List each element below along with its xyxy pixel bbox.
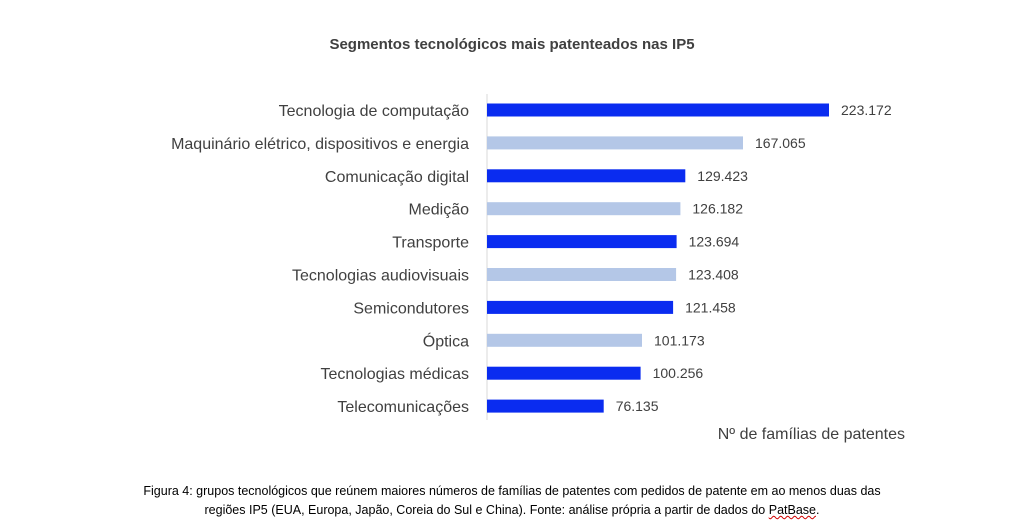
caption-period: . (816, 503, 820, 517)
value-label-8: 101.173 (654, 332, 705, 348)
value-label-10: 76.135 (616, 398, 659, 414)
bar-9 (487, 366, 641, 380)
category-label-8: Óptica (423, 331, 469, 350)
bar-3 (487, 169, 686, 183)
x-axis-title: Nº de famílias de patentes (718, 426, 905, 443)
bar-7 (487, 300, 674, 314)
caption-line-1: Figura 4: grupos tecnológicos que reúnem… (143, 484, 881, 498)
value-label-7: 121.458 (685, 299, 736, 315)
bar-2 (487, 136, 743, 150)
value-label-3: 129.423 (697, 168, 748, 184)
category-label-1: Tecnologia de computação (279, 103, 469, 120)
value-label-4: 126.182 (692, 201, 743, 217)
chart-title: Segmentos tecnológicos mais patenteados … (329, 36, 695, 53)
value-label-2: 167.065 (755, 135, 806, 151)
value-label-9: 100.256 (653, 365, 704, 381)
caption-line-2-text: regiões IP5 (EUA, Europa, Japão, Coreia … (204, 503, 769, 517)
category-label-5: Transporte (392, 235, 469, 252)
category-label-6: Tecnologias audiovisuais (292, 268, 469, 285)
bar-4 (487, 202, 681, 216)
category-label-4: Medição (409, 202, 470, 219)
category-label-9: Tecnologias médicas (320, 366, 469, 383)
bar-6 (487, 268, 677, 281)
category-label-7: Semicondutores (353, 300, 469, 317)
value-label-6: 123.408 (688, 267, 739, 283)
value-label-5: 123.694 (689, 234, 740, 250)
figure-caption: Figura 4: grupos tecnológicos que reúnem… (0, 482, 1024, 520)
caption-line-2: regiões IP5 (EUA, Europa, Japão, Coreia … (0, 501, 1024, 520)
bar-5 (487, 235, 677, 249)
bar-1 (487, 103, 829, 117)
value-label-1: 223.172 (841, 102, 892, 118)
bar-10 (487, 399, 604, 413)
category-label-10: Telecomunicações (337, 399, 469, 416)
category-label-2: Maquinário elétrico, dispositivos e ener… (171, 136, 469, 153)
category-label-3: Comunicação digital (325, 169, 469, 186)
bar-chart: Tecnologia de computação 223.172 Maquinári… (171, 94, 905, 443)
bar-8 (487, 333, 642, 347)
caption-source-name: PatBase (768, 503, 816, 517)
